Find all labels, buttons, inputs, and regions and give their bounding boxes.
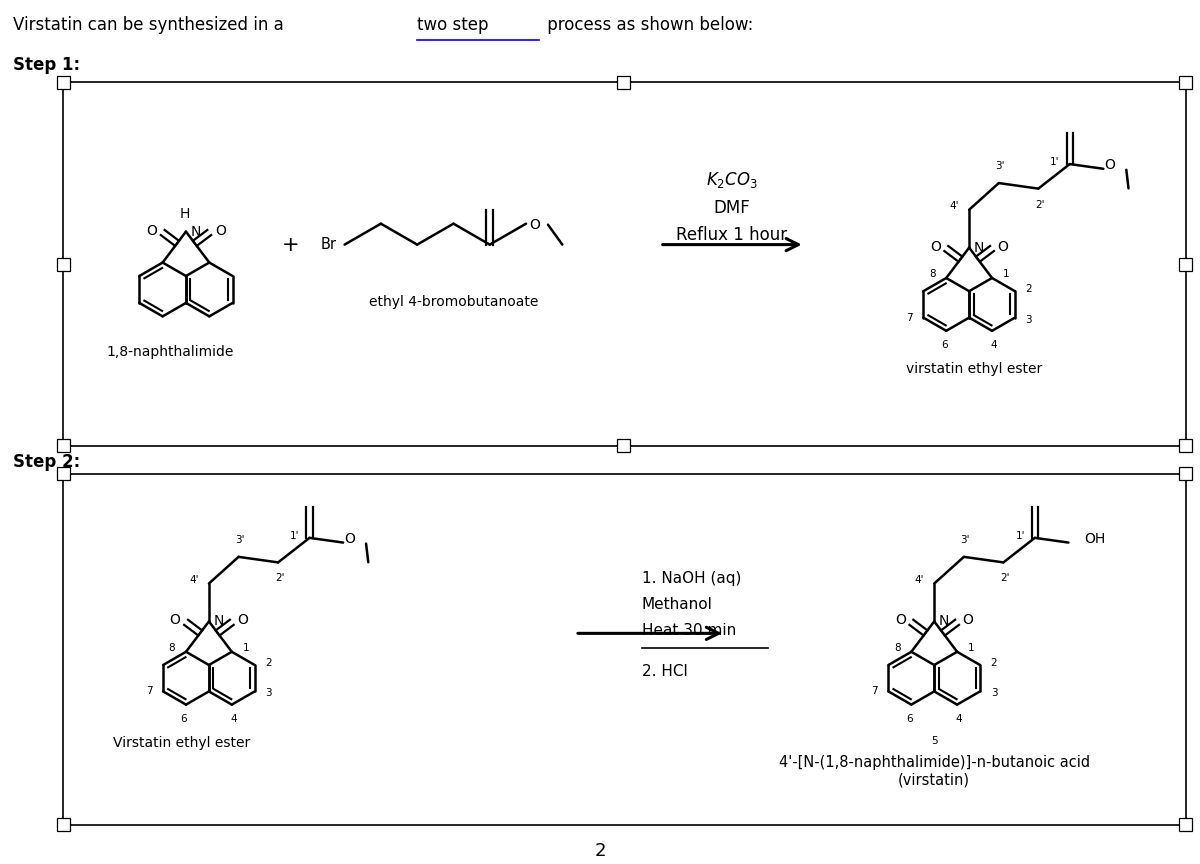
Text: O: O [930,239,941,253]
Text: OH: OH [1085,531,1105,545]
Text: O: O [997,239,1008,253]
Text: 1': 1' [290,530,300,541]
Text: N: N [940,614,949,628]
Text: 3': 3' [235,535,245,545]
Text: N: N [214,614,224,628]
Text: 3: 3 [991,689,997,698]
Bar [56,818,70,831]
Text: H: H [180,206,190,220]
Text: 2': 2' [275,574,284,583]
Bar [1180,818,1192,831]
Text: 7: 7 [906,313,913,322]
Text: 3: 3 [265,689,272,698]
Bar [56,258,70,271]
Text: Virstatin ethyl ester: Virstatin ethyl ester [113,736,251,750]
Text: 4': 4' [949,200,959,211]
Text: Methanol: Methanol [642,597,713,612]
Text: 7: 7 [871,686,877,696]
Text: $K_2CO_3$: $K_2CO_3$ [706,170,757,190]
Text: 2: 2 [991,658,997,668]
Text: 7: 7 [146,686,152,696]
Bar [1180,258,1192,271]
Text: 4: 4 [991,340,997,350]
Text: 4': 4' [190,575,199,585]
Bar [64,82,1186,446]
Text: 1': 1' [1050,157,1060,167]
Text: 8: 8 [169,643,175,653]
Text: 3': 3' [960,535,970,545]
Text: 2: 2 [1026,284,1032,295]
Text: process as shown below:: process as shown below: [542,16,754,35]
Text: O: O [529,218,540,232]
Text: +: + [282,235,300,255]
Text: O: O [962,613,973,627]
Bar [1180,467,1192,480]
Text: 1. NaOH (aq): 1. NaOH (aq) [642,571,742,586]
Text: O: O [146,224,157,238]
Bar [618,440,630,453]
Text: Step 1:: Step 1: [13,56,80,74]
Text: 4'-[N-(1,8-naphthalimide)]-n-butanoic acid
(virstatin): 4'-[N-(1,8-naphthalimide)]-n-butanoic ac… [779,755,1090,787]
Text: DMF: DMF [713,199,750,217]
Text: 1: 1 [242,643,250,653]
Text: 1,8-naphthalimide: 1,8-naphthalimide [106,346,234,359]
Text: N: N [974,240,984,255]
Text: 4': 4' [914,575,924,585]
Text: Heat 30 min: Heat 30 min [642,623,736,638]
Text: 4: 4 [230,714,238,723]
Text: 2: 2 [265,658,272,668]
Text: ethyl 4-bromobutanoate: ethyl 4-bromobutanoate [368,295,538,309]
Text: Br: Br [320,237,337,252]
Text: 1': 1' [1015,530,1025,541]
Text: Step 2:: Step 2: [13,453,80,471]
Text: 2: 2 [594,842,606,860]
Bar [56,467,70,480]
Bar [1180,440,1192,453]
Text: 5: 5 [931,736,937,746]
Text: virstatin ethyl ester: virstatin ethyl ester [906,362,1043,376]
Bar [1180,76,1192,89]
Text: O: O [1104,158,1115,172]
Text: 6: 6 [181,714,187,723]
Text: 2': 2' [1001,574,1010,583]
Text: 2. HCl: 2. HCl [642,664,688,679]
Text: O: O [895,613,906,627]
Text: 2': 2' [1036,200,1045,210]
Bar [64,473,1186,825]
Bar [56,440,70,453]
Bar [56,76,70,89]
Text: two step: two step [418,16,488,35]
Text: O: O [169,613,180,627]
Text: N: N [191,225,202,238]
Text: 8: 8 [929,269,936,279]
Text: O: O [215,224,226,238]
Text: 6: 6 [906,714,913,723]
Text: O: O [238,613,248,627]
Text: 1: 1 [967,643,974,653]
Text: O: O [344,531,355,545]
Text: 4: 4 [956,714,962,723]
Bar [618,76,630,89]
Text: 6: 6 [941,340,948,350]
Text: 3': 3' [995,161,1004,171]
Text: 8: 8 [894,643,901,653]
Text: 3: 3 [1026,314,1032,325]
Text: Virstatin can be synthesized in a: Virstatin can be synthesized in a [13,16,289,35]
Text: 1: 1 [1003,269,1009,279]
Text: Reflux 1 hour: Reflux 1 hour [676,226,787,244]
